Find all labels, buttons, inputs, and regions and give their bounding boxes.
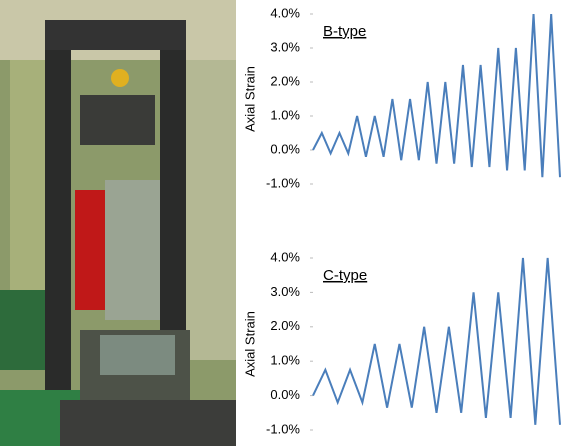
y-tick-label: 0.0% bbox=[270, 141, 300, 156]
y-tick-label: 1.0% bbox=[270, 353, 300, 368]
y-tick-label: 3.0% bbox=[270, 39, 300, 54]
y-tick-label: 1.0% bbox=[270, 107, 300, 122]
y-tick-label: 2.0% bbox=[270, 73, 300, 88]
photo bbox=[0, 0, 236, 446]
page: {"chart_data": [ {"type": "line", "title… bbox=[0, 0, 563, 446]
y-tick-label: 4.0% bbox=[270, 5, 300, 20]
chart-title: B-type bbox=[323, 23, 366, 40]
y-tick-label: 4.0% bbox=[270, 249, 300, 264]
figure: -1.0% 0.0% 1.0% 2.0% 3.0% 4.0% Axial Strain B-t… bbox=[0, 0, 563, 446]
y-tick-label: -1.0% bbox=[266, 421, 300, 436]
chart-title: C-type bbox=[323, 267, 367, 284]
y-axis-label: Axial Strain bbox=[242, 66, 257, 132]
y-axis-label: Axial Strain bbox=[242, 311, 257, 377]
y-tick-label: 2.0% bbox=[270, 318, 300, 333]
y-tick-label: 0.0% bbox=[270, 387, 300, 402]
y-tick-label: -1.0% bbox=[266, 175, 300, 190]
y-tick-label: 3.0% bbox=[270, 284, 300, 299]
